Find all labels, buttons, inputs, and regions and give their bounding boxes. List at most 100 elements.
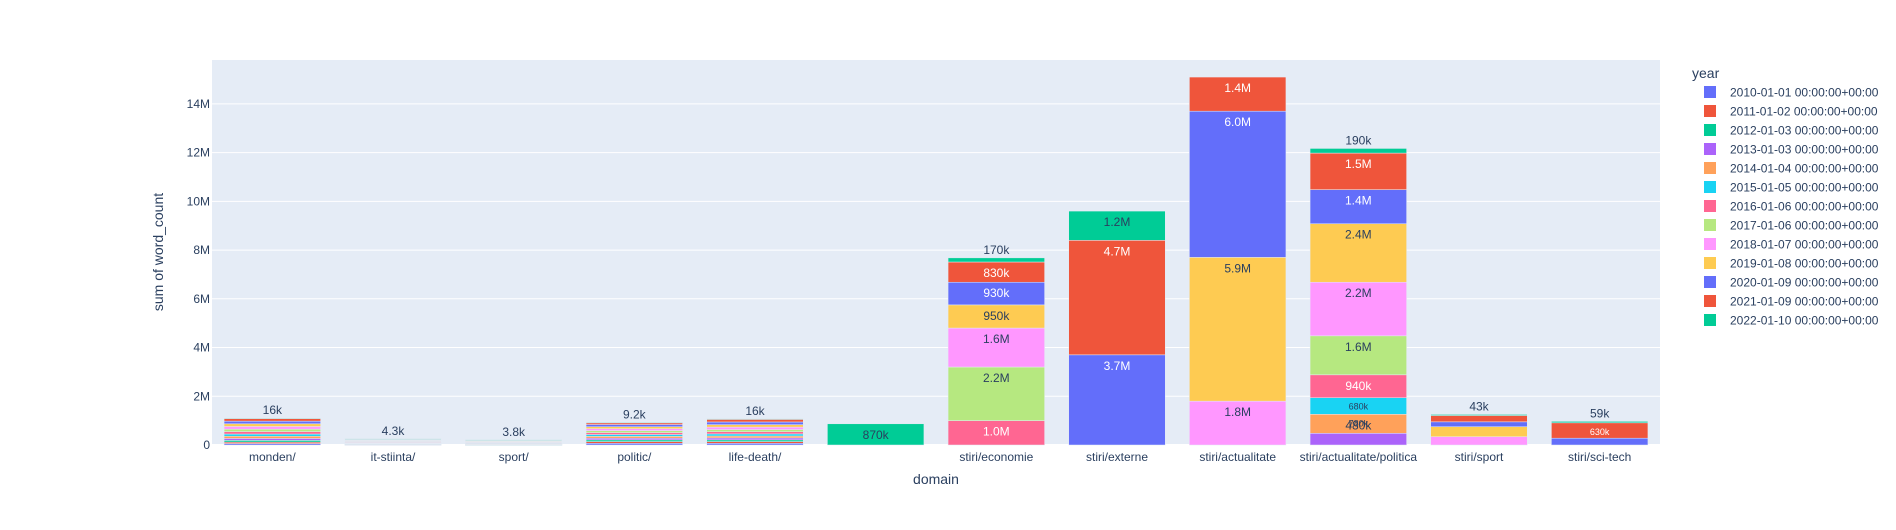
legend-item-label[interactable]: 2019-01-08 00:00:00+00:00: [1730, 257, 1879, 271]
bar-segment[interactable]: [223, 438, 321, 441]
bar-segment[interactable]: [706, 429, 804, 432]
bar-segment[interactable]: [223, 423, 321, 427]
bar-segment[interactable]: [585, 443, 683, 446]
bar-segment[interactable]: [585, 428, 683, 431]
legend-item-label[interactable]: 2011-01-02 00:00:00+00:00: [1730, 105, 1878, 119]
legend-swatch[interactable]: [1704, 257, 1716, 269]
bar-segment[interactable]: [585, 422, 683, 424]
bar-segment[interactable]: [1189, 110, 1287, 258]
legend-item-label[interactable]: 2016-01-06 00:00:00+00:00: [1730, 200, 1879, 214]
bar-segment[interactable]: [706, 443, 804, 446]
data-label: 9.2k: [623, 407, 647, 421]
legend-swatch[interactable]: [1704, 314, 1716, 326]
legend-swatch[interactable]: [1704, 276, 1716, 288]
grid-lines: [212, 103, 1660, 446]
bar-segment[interactable]: [585, 441, 683, 444]
legend-item-label[interactable]: 2017-01-06 00:00:00+00:00: [1730, 219, 1879, 233]
bar-segment[interactable]: [1309, 189, 1407, 224]
bar-segment[interactable]: [223, 417, 321, 419]
bar-segment[interactable]: [1068, 354, 1166, 446]
bar-segment[interactable]: [1430, 436, 1528, 446]
bar-segment[interactable]: [706, 426, 804, 430]
data-label: 170k: [983, 243, 1010, 257]
bar-segment[interactable]: [1430, 426, 1528, 437]
bar-segment[interactable]: [585, 434, 683, 437]
legend-swatch[interactable]: [1704, 124, 1716, 136]
y-tick-label: 10M: [187, 194, 210, 208]
x-tick-label: politic/: [617, 450, 652, 464]
bar-segment[interactable]: [706, 439, 804, 442]
bar-segment[interactable]: [223, 420, 321, 425]
legend[interactable]: year 2010-01-01 00:00:00+00:00 2011-01-02…: [1692, 65, 1879, 328]
legend-swatch[interactable]: [1704, 181, 1716, 193]
axes: 0 2M 4M 6M 8M 10M 12M 14M monden/it-stiinta/spor…: [187, 97, 1632, 464]
legend-item-label[interactable]: 2013-01-03 00:00:00+00:00: [1730, 143, 1879, 157]
bar-segment[interactable]: [465, 439, 563, 441]
bar-segment[interactable]: [1551, 437, 1649, 446]
bar-segment[interactable]: [223, 433, 321, 437]
bar-segment[interactable]: [706, 433, 804, 437]
bar-segment[interactable]: [1068, 210, 1166, 241]
legend-item-label[interactable]: 2012-01-03 00:00:00+00:00: [1730, 124, 1879, 138]
legend-item-label[interactable]: 2022-01-10 00:00:00+00:00: [1730, 314, 1879, 328]
bar-segment[interactable]: [1430, 421, 1528, 427]
bar-segment[interactable]: [585, 426, 683, 429]
bar-segment[interactable]: [947, 420, 1045, 446]
bar-segment[interactable]: [947, 257, 1045, 263]
bar-segment[interactable]: [706, 418, 804, 420]
bar-segment[interactable]: [1430, 415, 1528, 423]
bar-segment[interactable]: [585, 439, 683, 442]
bar-segment[interactable]: [947, 366, 1045, 421]
bar-segment[interactable]: [706, 441, 804, 444]
bar-segment[interactable]: [827, 423, 925, 446]
legend-swatch[interactable]: [1704, 295, 1716, 307]
bar-segment[interactable]: [706, 424, 804, 428]
data-label: 480k: [1345, 418, 1372, 432]
bar-segment[interactable]: [1189, 76, 1287, 112]
legend-swatch[interactable]: [1704, 219, 1716, 231]
bar-segment[interactable]: [706, 435, 804, 439]
bar-segment[interactable]: [706, 437, 804, 441]
bar-segment[interactable]: [706, 431, 804, 435]
x-tick-label: stiri/sport: [1455, 450, 1504, 464]
bar-segment[interactable]: [585, 430, 683, 433]
bar-segment[interactable]: [223, 428, 321, 432]
legend-swatch[interactable]: [1704, 200, 1716, 212]
data-label: 43k: [1469, 399, 1489, 413]
legend-swatch[interactable]: [1704, 162, 1716, 174]
bar-segment[interactable]: [1551, 421, 1649, 424]
legend-swatch[interactable]: [1704, 105, 1716, 117]
bar-segment[interactable]: [344, 438, 442, 440]
bar-segment[interactable]: [585, 424, 683, 427]
legend-item-label[interactable]: 2015-01-05 00:00:00+00:00: [1730, 181, 1879, 195]
bar-segment[interactable]: [947, 327, 1045, 368]
bar-segment[interactable]: [1309, 223, 1407, 283]
legend-swatch[interactable]: [1704, 86, 1716, 98]
bar-segment[interactable]: [1309, 335, 1407, 376]
legend-item-label[interactable]: 2020-01-09 00:00:00+00:00: [1730, 276, 1879, 290]
bar-segment[interactable]: [1068, 240, 1166, 356]
bar-segment[interactable]: [706, 421, 804, 425]
legend-swatch[interactable]: [1704, 143, 1716, 155]
bar-segment[interactable]: [585, 432, 683, 435]
bar-segment[interactable]: [223, 440, 321, 443]
legend-item-label[interactable]: 2010-01-01 00:00:00+00:00: [1730, 86, 1879, 100]
legend-item-label[interactable]: 2014-01-04 00:00:00+00:00: [1730, 162, 1879, 176]
bar-segment[interactable]: [223, 431, 321, 435]
bar-segment[interactable]: [1189, 257, 1287, 402]
bar-segment[interactable]: [1309, 433, 1407, 446]
legend-item-label[interactable]: 2018-01-07 00:00:00+00:00: [1730, 238, 1879, 252]
bar-segment[interactable]: [1430, 414, 1528, 416]
bar-segment[interactable]: [585, 437, 683, 441]
bar-segment[interactable]: [1189, 400, 1287, 446]
y-tick-label: 6M: [193, 292, 210, 306]
bar-segment[interactable]: [223, 435, 321, 439]
bar-segment[interactable]: [1309, 281, 1407, 337]
data-label: 2.2M: [1345, 286, 1372, 300]
bar-segment[interactable]: [223, 426, 321, 430]
bar-segment[interactable]: [1309, 148, 1407, 154]
legend-item-label[interactable]: 2021-01-09 00:00:00+00:00: [1730, 295, 1879, 309]
bar-segment[interactable]: [585, 436, 683, 439]
legend-swatch[interactable]: [1704, 238, 1716, 250]
